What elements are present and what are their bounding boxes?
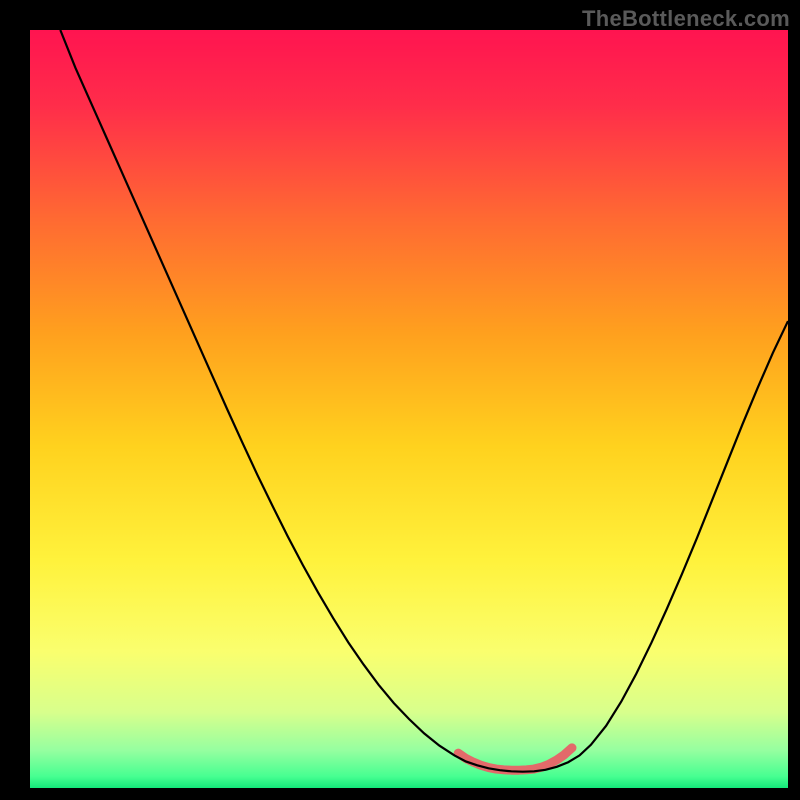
plot-background [30,30,788,788]
watermark-text: TheBottleneck.com [582,6,790,32]
bottleneck-chart: TheBottleneck.com [0,0,800,800]
chart-svg [0,0,800,800]
